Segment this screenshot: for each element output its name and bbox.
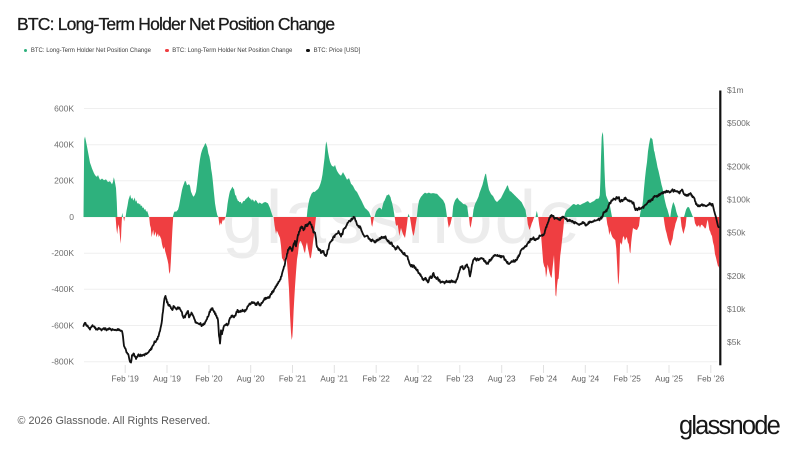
svg-text:600K: 600K (54, 103, 74, 113)
svg-text:Feb ’26: Feb ’26 (697, 375, 725, 384)
svg-text:200K: 200K (54, 176, 74, 186)
svg-text:400K: 400K (54, 140, 74, 150)
svg-text:Aug ’23: Aug ’23 (488, 375, 516, 384)
svg-text:$50k: $50k (727, 227, 746, 237)
svg-text:Feb ’24: Feb ’24 (530, 375, 558, 384)
svg-text:Feb ’23: Feb ’23 (446, 375, 474, 384)
svg-text:Feb ’22: Feb ’22 (363, 375, 391, 384)
svg-text:-200K: -200K (51, 248, 74, 258)
svg-text:0: 0 (69, 212, 74, 222)
svg-text:Aug ’25: Aug ’25 (655, 375, 683, 384)
svg-text:$100k: $100k (727, 195, 751, 205)
svg-text:$10k: $10k (727, 304, 746, 314)
svg-text:Aug ’21: Aug ’21 (320, 375, 348, 384)
svg-text:Aug ’19: Aug ’19 (153, 375, 181, 384)
svg-text:Feb ’25: Feb ’25 (614, 375, 642, 384)
svg-text:$200k: $200k (727, 162, 751, 172)
svg-text:Feb ’20: Feb ’20 (195, 375, 223, 384)
svg-text:Feb ’19: Feb ’19 (112, 375, 140, 384)
svg-text:Aug ’24: Aug ’24 (571, 375, 599, 384)
svg-text:$20k: $20k (727, 271, 746, 281)
svg-text:Aug ’20: Aug ’20 (237, 375, 265, 384)
svg-text:-800K: -800K (51, 357, 74, 367)
svg-text:-600K: -600K (51, 320, 74, 330)
svg-text:$5k: $5k (727, 337, 741, 347)
svg-text:$500k: $500k (727, 118, 751, 128)
svg-text:Aug ’22: Aug ’22 (404, 375, 432, 384)
svg-text:Feb ’21: Feb ’21 (279, 375, 307, 384)
svg-text:$1m: $1m (727, 85, 744, 95)
svg-text:-400K: -400K (51, 284, 74, 294)
